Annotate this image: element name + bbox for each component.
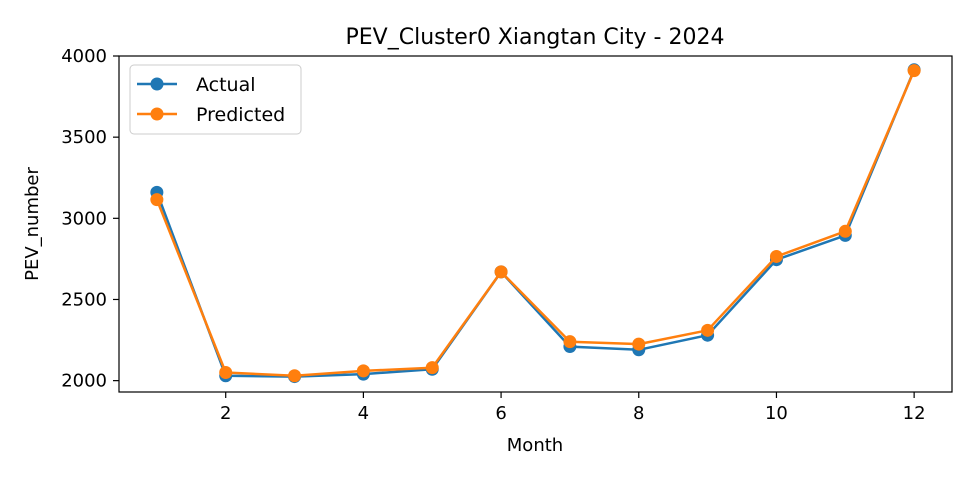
legend: Actual Predicted [129, 64, 302, 135]
chart-title: PEV_Cluster0 Xiangtan City - 2024 [346, 25, 725, 50]
data-point-predicted [494, 265, 508, 279]
x-tick-label: 12 [903, 403, 926, 424]
legend-box [129, 64, 302, 135]
y-tick-label: 3000 [61, 208, 107, 229]
data-point-predicted [288, 369, 302, 383]
x-axis-label: Month [507, 435, 563, 456]
data-point-predicted [150, 193, 164, 207]
series-line-predicted [155, 70, 916, 378]
data-point-predicted [769, 249, 783, 263]
series-layer [150, 63, 921, 384]
plot-area: 2 4 6 8 10 12 2000 2500 3000 3500 4000 [61, 46, 953, 424]
data-point-predicted [701, 323, 715, 337]
y-tick-label: 2500 [61, 289, 107, 310]
legend-marker-actual [150, 77, 164, 91]
y-tick-label: 4000 [61, 46, 107, 67]
legend-label-actual: Actual [196, 74, 256, 96]
x-tick-label: 10 [765, 403, 788, 424]
x-tick-label: 6 [495, 403, 506, 424]
x-tick-label: 4 [358, 403, 369, 424]
data-point-predicted [425, 361, 439, 375]
y-axis: 2000 2500 3000 3500 4000 [61, 46, 119, 392]
data-point-predicted [219, 366, 233, 380]
legend-label-predicted: Predicted [196, 104, 285, 126]
x-tick-label: 2 [220, 403, 231, 424]
y-axis-label: PEV_number [22, 167, 43, 281]
y-tick-label: 3500 [61, 127, 107, 148]
data-point-predicted [907, 64, 921, 78]
legend-marker-predicted [150, 107, 164, 121]
data-point-predicted [632, 337, 646, 351]
y-tick-label: 2000 [61, 371, 107, 392]
x-tick-label: 8 [633, 403, 644, 424]
data-point-predicted [563, 335, 577, 349]
plot-frame [118, 55, 953, 393]
data-point-predicted [356, 364, 370, 378]
data-point-predicted [838, 224, 852, 238]
x-axis: 2 4 6 8 10 12 [220, 392, 926, 424]
